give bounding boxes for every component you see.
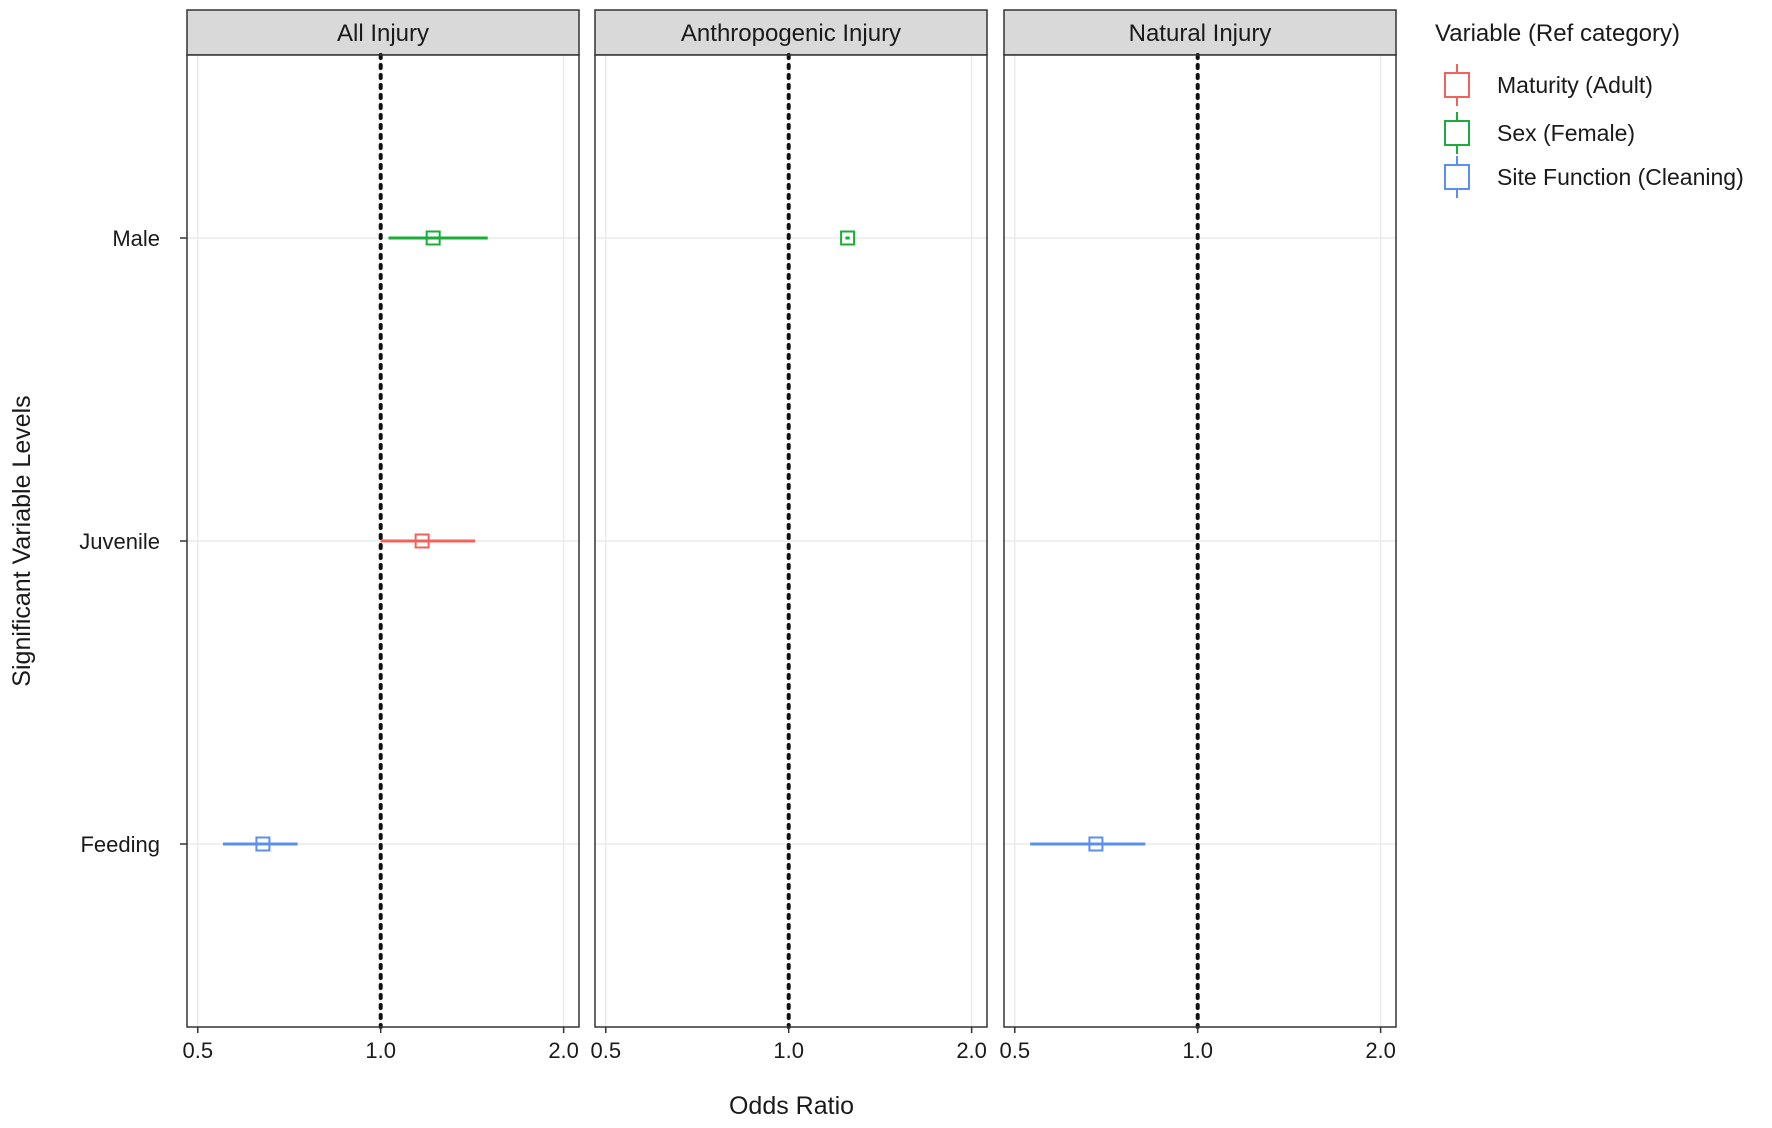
panel-title: All Injury — [337, 20, 429, 47]
legend-key-box — [1444, 164, 1470, 190]
estimate-male — [840, 230, 856, 246]
panel-strip — [594, 9, 988, 56]
panel-natural-injury: Natural Injury 0.5 1.0 2.0 — [999, 9, 1397, 1063]
x-tick-label: 0.5 — [999, 1038, 1030, 1063]
x-tick-label: 1.0 — [1182, 1038, 1213, 1063]
y-tick-label-feeding: Feeding — [80, 832, 160, 857]
panel-border — [594, 54, 988, 1028]
x-tick-label: 1.0 — [773, 1038, 804, 1063]
legend-label: Site Function (Cleaning) — [1497, 164, 1744, 190]
plot-panels: All Injury 0.5 1.0 2.0 Anthropogenic Injury 0… — [182, 9, 1397, 1063]
legend-item-maturity-adult: Maturity (Adult) — [1444, 64, 1653, 106]
y-axis: Male Juvenile Feeding — [79, 226, 187, 857]
legend-key-box — [1444, 72, 1470, 98]
panel-title: Anthropogenic Injury — [681, 20, 901, 47]
legend-title: Variable (Ref category) — [1435, 20, 1680, 47]
point-estimate — [840, 230, 856, 246]
y-tick-label-juvenile: Juvenile — [79, 529, 160, 554]
estimate-feeding — [222, 836, 298, 852]
x-tick-label: 2.0 — [956, 1038, 987, 1063]
legend-label: Maturity (Adult) — [1497, 72, 1653, 98]
y-tick-label-male: Male — [112, 226, 160, 251]
x-tick-label: 0.5 — [590, 1038, 621, 1063]
y-axis-title: Significant Variable Levels — [8, 395, 36, 686]
legend-item-site-function-cleaning: Site Function (Cleaning) — [1444, 156, 1744, 198]
legend-key-box — [1444, 120, 1470, 146]
panel-strip — [1003, 9, 1397, 56]
point-estimate — [425, 230, 441, 246]
panel-border — [1003, 54, 1397, 1028]
x-tick-label: 0.5 — [182, 1038, 213, 1063]
panel-anthropogenic-injury: Anthropogenic Injury 0.5 1.0 2.0 — [590, 9, 988, 1063]
panel-strip — [186, 9, 580, 56]
estimate-juvenile — [380, 533, 476, 549]
legend: Variable (Ref category) Maturity (Adult) S… — [1435, 20, 1744, 198]
estimate-feeding — [1030, 836, 1146, 852]
x-axis-title: Odds Ratio — [729, 1092, 854, 1120]
x-tick-label: 2.0 — [548, 1038, 579, 1063]
x-tick-label: 2.0 — [1365, 1038, 1396, 1063]
point-estimate — [414, 533, 430, 549]
legend-item-sex-female: Sex (Female) — [1444, 112, 1635, 154]
legend-label: Sex (Female) — [1497, 120, 1635, 146]
x-tick-label: 1.0 — [365, 1038, 396, 1063]
point-estimate — [255, 836, 271, 852]
panel-title: Natural Injury — [1129, 20, 1272, 47]
estimate-male — [388, 230, 488, 246]
point-estimate — [1088, 836, 1104, 852]
panel-all-injury: All Injury 0.5 1.0 2.0 — [182, 9, 580, 1063]
